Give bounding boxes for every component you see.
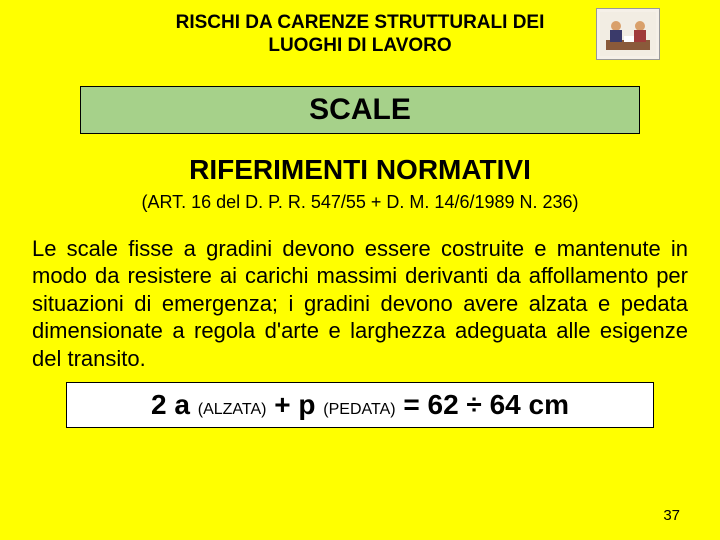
title-line-1: RISCHI DA CARENZE STRUTTURALI DEI — [176, 12, 545, 33]
formula-eq: = 62 ÷ 64 cm — [396, 389, 569, 420]
formula-plus: + — [266, 389, 298, 420]
title-line-2: LUOGHI DI LAVORO — [268, 35, 451, 56]
scale-heading-box: SCALE — [80, 86, 640, 134]
riferimenti-title: RIFERIMENTI NORMATIVI — [0, 154, 720, 186]
formula-v2: p — [298, 389, 315, 420]
formula-label-alzata: (ALZATA) — [198, 401, 267, 418]
meeting-illustration-icon — [596, 8, 660, 60]
formula-text: 2 a (ALZATA) + p (PEDATA) = 62 ÷ 64 cm — [151, 389, 569, 420]
page-number: 37 — [663, 507, 680, 524]
scale-heading: SCALE — [309, 93, 411, 126]
formula-label-pedata: (PEDATA) — [323, 401, 395, 418]
formula-v1: 2 a — [151, 389, 190, 420]
header: RISCHI DA CARENZE STRUTTURALI DEI LUOGHI… — [0, 0, 720, 58]
formula-box: 2 a (ALZATA) + p (PEDATA) = 62 ÷ 64 cm — [66, 382, 654, 428]
body-paragraph: Le scale fisse a gradini devono essere c… — [32, 235, 688, 373]
page-title: RISCHI DA CARENZE STRUTTURALI DEI LUOGHI… — [176, 12, 545, 58]
riferimenti-subtitle: (ART. 16 del D. P. R. 547/55 + D. M. 14/… — [0, 192, 720, 213]
